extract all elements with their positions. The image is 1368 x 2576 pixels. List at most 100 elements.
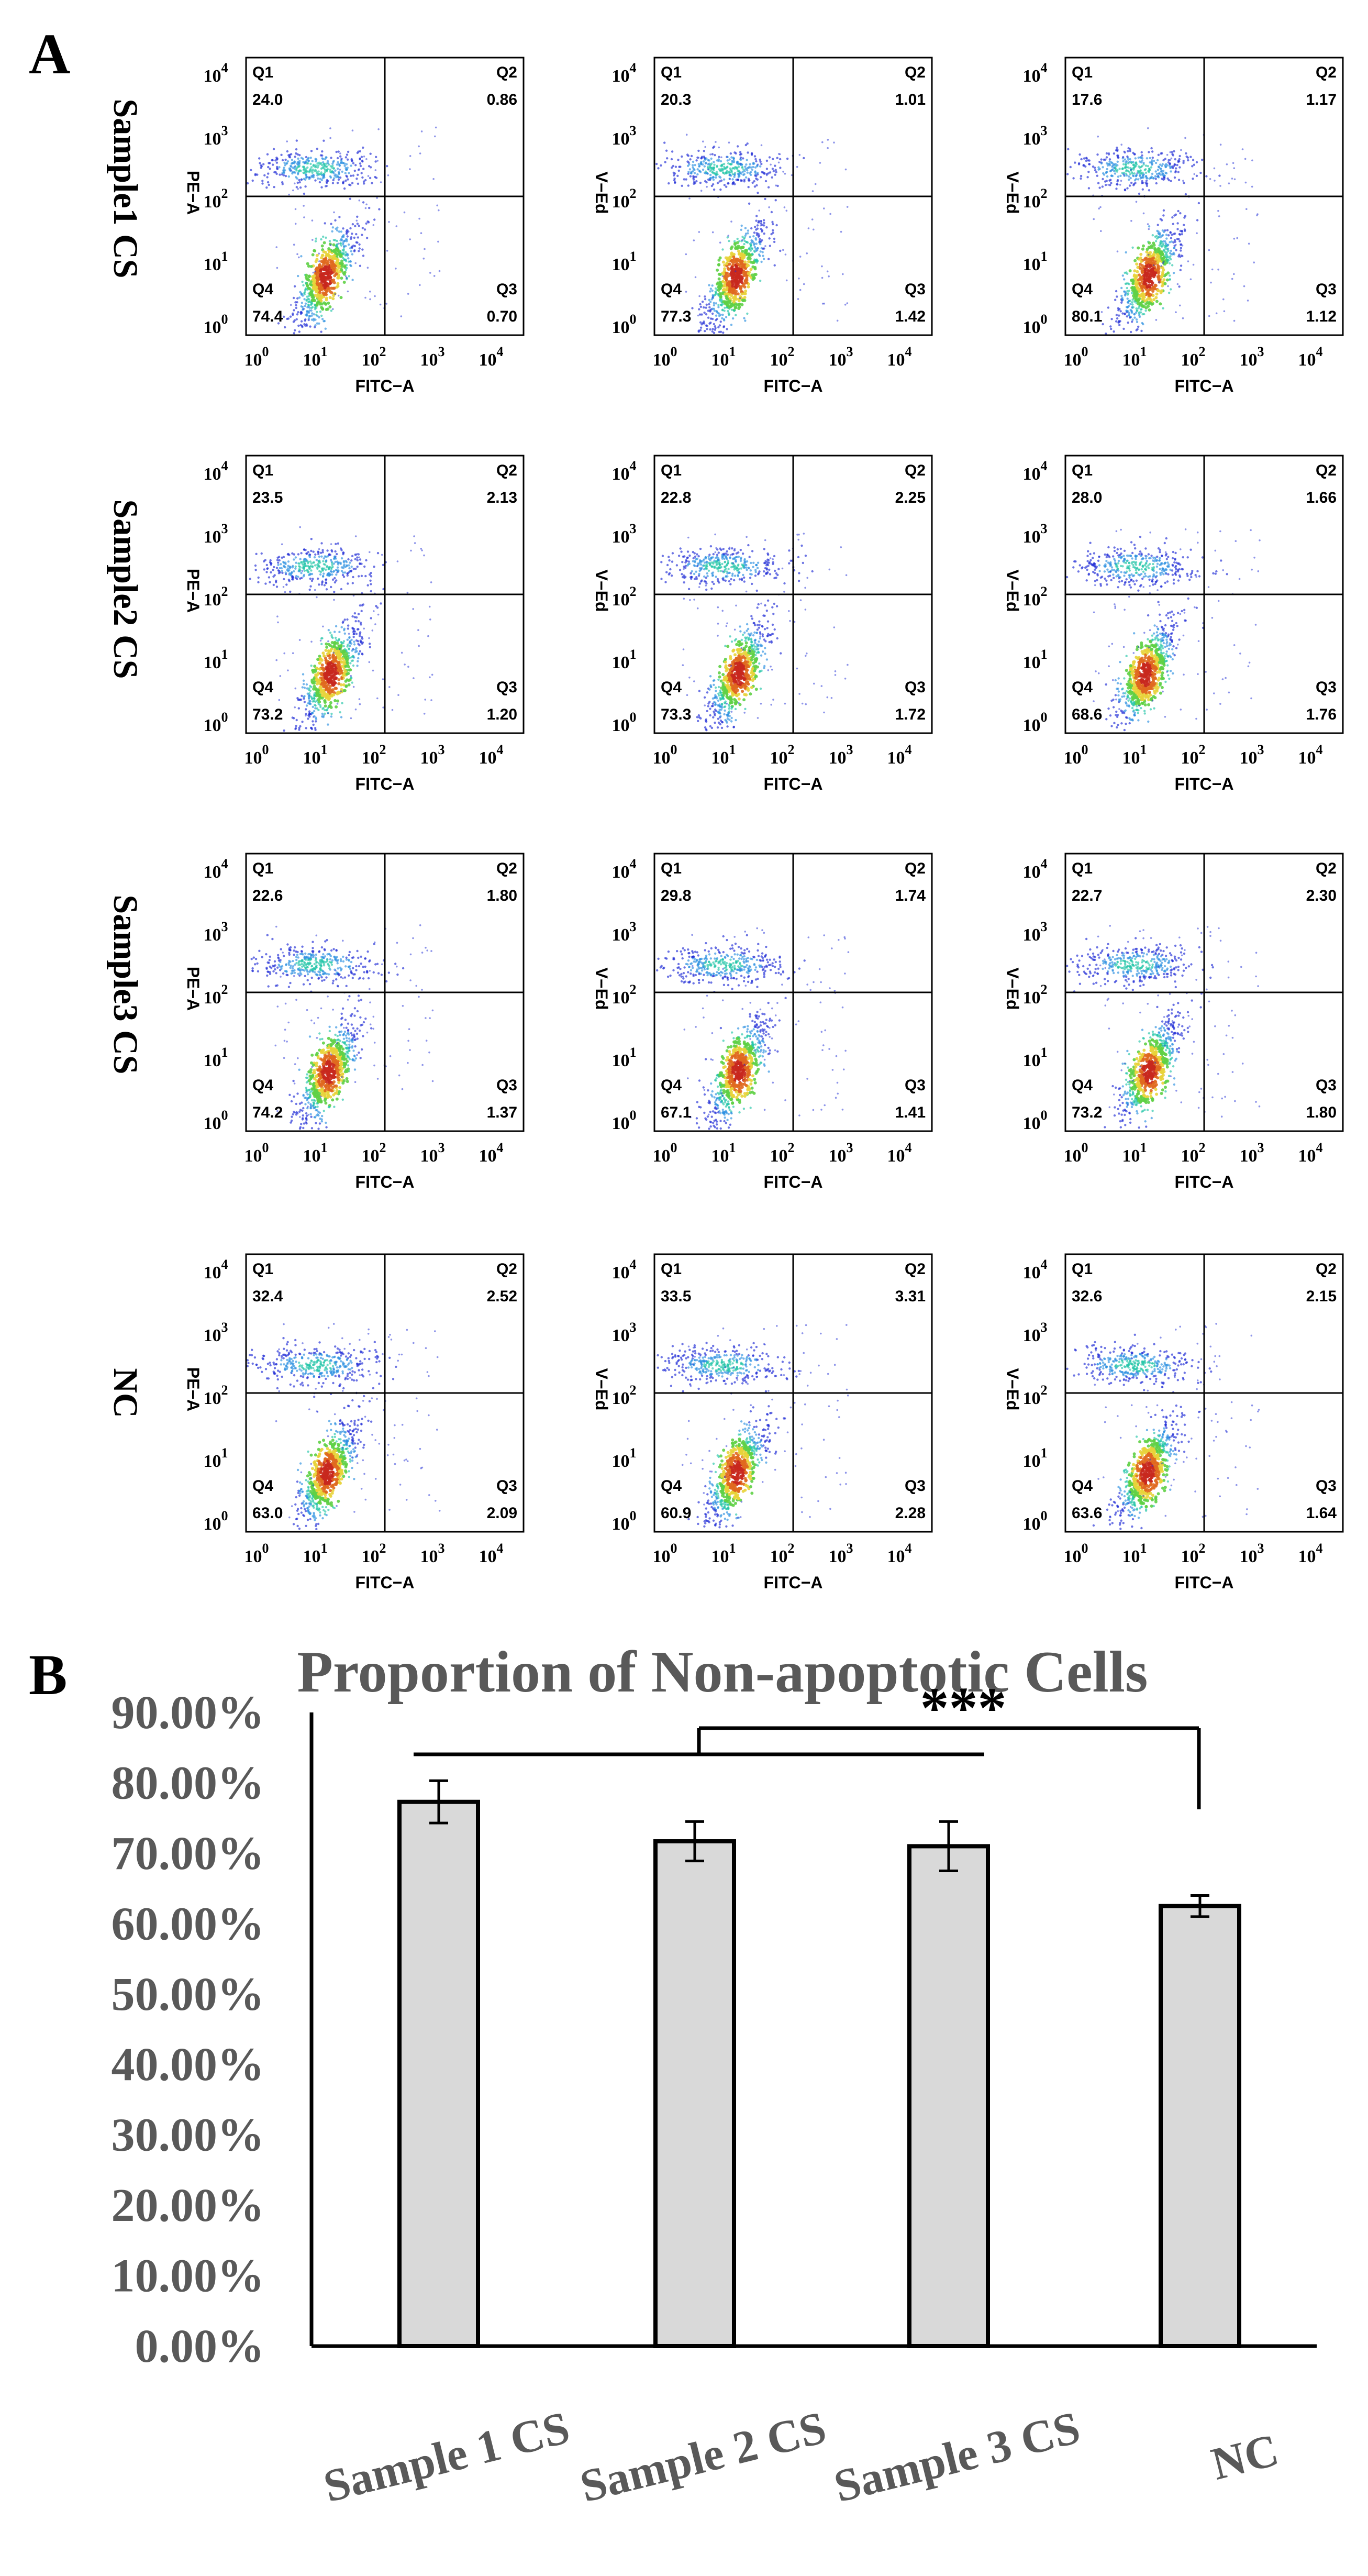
- event-dot: [753, 267, 757, 271]
- event-dot: [340, 277, 343, 280]
- event-dot: [324, 681, 327, 685]
- q4-value: 77.3: [661, 308, 691, 325]
- event-dot: [287, 669, 289, 671]
- event-dot: [267, 165, 270, 169]
- event-dot: [324, 171, 327, 173]
- event-dot: [339, 176, 342, 179]
- event-dot: [726, 156, 729, 158]
- event-dot: [1152, 177, 1155, 180]
- event-dot: [371, 182, 373, 184]
- event-dot: [1100, 162, 1103, 165]
- event-dot: [1159, 242, 1162, 245]
- event-dot: [1137, 257, 1141, 261]
- event-dot: [312, 299, 316, 302]
- event-dot: [315, 253, 319, 257]
- event-dot: [318, 583, 320, 586]
- event-dot: [1119, 174, 1122, 177]
- event-dot: [310, 314, 313, 317]
- event-dot: [721, 309, 724, 312]
- event-dot: [726, 328, 728, 330]
- event-dot: [293, 558, 295, 561]
- event-dot: [335, 175, 338, 179]
- event-dot: [307, 311, 310, 314]
- event-dot: [313, 695, 316, 698]
- event-dot: [703, 156, 705, 158]
- event-dot: [320, 664, 324, 667]
- event-dot: [761, 650, 764, 653]
- event-dot: [743, 317, 746, 319]
- event-dot: [1144, 171, 1148, 174]
- event-dot: [288, 569, 291, 572]
- event-dot: [290, 162, 293, 165]
- event-dot: [1172, 223, 1174, 225]
- event-dot: [733, 309, 736, 312]
- event-dot: [1135, 311, 1138, 314]
- event-dot: [734, 246, 738, 249]
- y-tick-label: 104: [1023, 60, 1048, 86]
- event-dot: [1066, 173, 1069, 175]
- event-dot: [714, 290, 717, 293]
- event-dot: [744, 176, 748, 179]
- event-dot: [737, 252, 741, 256]
- event-dot: [1232, 162, 1234, 164]
- event-dot: [734, 302, 738, 306]
- event-dot: [755, 184, 758, 187]
- event-dot: [752, 165, 754, 169]
- event-dot: [317, 709, 320, 712]
- event-dot: [1171, 264, 1174, 267]
- event-dot: [319, 269, 322, 273]
- event-dot: [1117, 175, 1120, 178]
- event-dot: [1139, 262, 1142, 266]
- event-dot: [275, 172, 278, 175]
- event-dot: [700, 157, 703, 160]
- event-dot: [316, 311, 318, 313]
- event-dot: [741, 179, 743, 182]
- event-dot: [364, 574, 367, 578]
- event-dot: [321, 307, 325, 311]
- event-dot: [341, 170, 343, 173]
- event-dot: [833, 141, 835, 144]
- event-dot: [299, 291, 302, 293]
- event-dot: [305, 727, 307, 729]
- event-dot: [1244, 158, 1247, 160]
- event-dot: [759, 687, 762, 690]
- event-dot: [1209, 178, 1211, 180]
- event-dot: [842, 273, 844, 275]
- event-dot: [743, 631, 746, 634]
- event-dot: [711, 294, 714, 296]
- event-dot: [330, 715, 333, 718]
- event-dot: [404, 664, 406, 666]
- event-dot: [350, 656, 353, 659]
- event-dot: [1126, 187, 1129, 190]
- event-dot: [396, 560, 399, 562]
- event-dot: [708, 303, 710, 306]
- event-dot: [844, 168, 847, 171]
- event-dot: [355, 233, 358, 236]
- event-dot: [382, 678, 384, 680]
- event-dot: [708, 284, 710, 286]
- event-dot: [1167, 234, 1170, 237]
- event-dot: [348, 183, 351, 186]
- cytometry-events: [249, 526, 433, 732]
- event-dot: [283, 315, 285, 318]
- event-dot: [321, 651, 325, 655]
- event-dot: [703, 306, 705, 309]
- event-dot: [250, 169, 252, 171]
- event-dot: [1172, 154, 1174, 157]
- event-dot: [351, 246, 353, 249]
- event-dot: [1199, 171, 1202, 174]
- event-dot: [358, 225, 360, 227]
- event-dot: [282, 556, 285, 558]
- event-dot: [303, 687, 306, 689]
- event-dot: [1126, 297, 1129, 300]
- event-dot: [342, 571, 344, 574]
- event-dot: [353, 236, 355, 239]
- event-dot: [359, 621, 362, 624]
- event-dot: [741, 170, 744, 173]
- event-dot: [340, 244, 343, 247]
- event-dot: [322, 161, 325, 164]
- event-dot: [711, 312, 714, 315]
- event-dot: [1107, 184, 1109, 186]
- event-dot: [352, 664, 355, 667]
- event-dot: [368, 661, 371, 664]
